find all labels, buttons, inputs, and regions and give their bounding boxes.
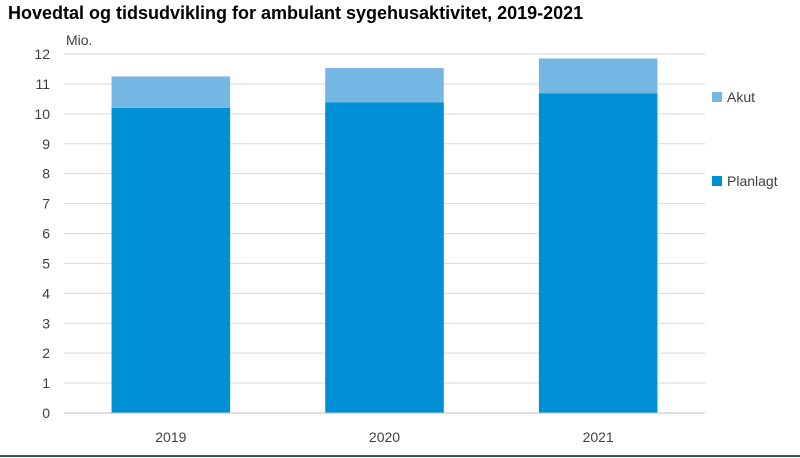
y-tick-label: 7 xyxy=(42,196,50,212)
legend: Akut Planlagt xyxy=(712,89,778,189)
bar-akut-2021 xyxy=(538,58,658,94)
legend-swatch-planlagt xyxy=(712,176,722,186)
legend-label-planlagt: Planlagt xyxy=(727,173,778,189)
bar-planlagt-2021 xyxy=(538,93,658,414)
y-tick-label: 1 xyxy=(42,375,50,391)
bars xyxy=(111,58,658,414)
y-tick-label: 0 xyxy=(42,405,50,421)
y-tick-label: 4 xyxy=(42,285,50,301)
x-tick-label: 2020 xyxy=(369,429,400,445)
y-axis-unit-label: Mio. xyxy=(66,32,92,48)
x-tick-label: 2021 xyxy=(583,429,614,445)
bar-planlagt-2020 xyxy=(325,102,444,413)
y-tick-label: 10 xyxy=(34,106,50,122)
y-tick-label: 12 xyxy=(34,46,50,62)
x-axis-ticks: 2019 2020 2021 xyxy=(155,429,614,445)
legend-label-akut: Akut xyxy=(727,89,755,105)
bar-planlagt-2019 xyxy=(111,107,231,413)
bar-akut-2019 xyxy=(111,76,231,108)
y-tick-label: 5 xyxy=(42,255,50,271)
bar-akut-2020 xyxy=(325,68,444,103)
y-tick-label: 2 xyxy=(42,345,50,361)
y-tick-label: 9 xyxy=(42,136,50,152)
legend-swatch-akut xyxy=(712,92,722,102)
chart-title: Hovedtal og tidsudvikling for ambulant s… xyxy=(8,3,584,23)
y-tick-label: 6 xyxy=(42,226,50,242)
y-tick-label: 3 xyxy=(42,315,50,331)
y-tick-label: 8 xyxy=(42,166,50,182)
y-tick-label: 11 xyxy=(35,76,50,92)
bottom-rule xyxy=(0,455,800,457)
x-tick-label: 2019 xyxy=(155,429,186,445)
